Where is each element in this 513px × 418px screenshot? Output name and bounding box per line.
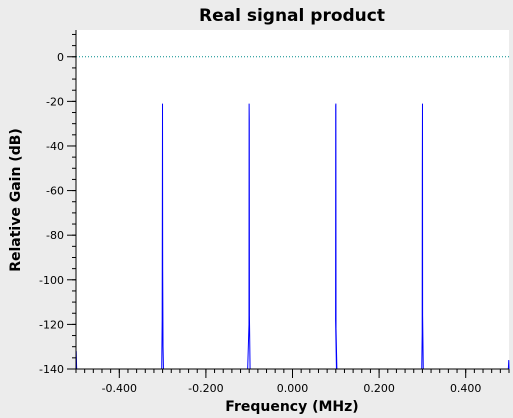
x-tick-label: -0.200 [188, 382, 223, 395]
y-tick-label: -120 [39, 318, 64, 331]
y-tick-label: -60 [46, 185, 64, 198]
x-tick-label: -0.400 [102, 382, 137, 395]
y-tick-label: -20 [46, 95, 64, 108]
y-tick-label: -140 [39, 363, 64, 376]
plot-area [76, 30, 509, 369]
chart-title: Real signal product [199, 6, 385, 26]
y-tick-label: -40 [46, 140, 64, 153]
x-tick-label: 0.000 [277, 382, 309, 395]
x-tick-label: 0.400 [450, 382, 482, 395]
x-axis-label: Frequency (MHz) [225, 399, 358, 415]
y-tick-label: -80 [46, 229, 64, 242]
y-axis-label: Relative Gain (dB) [8, 128, 24, 272]
x-tick-label: 0.200 [363, 382, 395, 395]
y-tick-label: 0 [57, 51, 64, 64]
y-tick-label: -100 [39, 274, 64, 287]
